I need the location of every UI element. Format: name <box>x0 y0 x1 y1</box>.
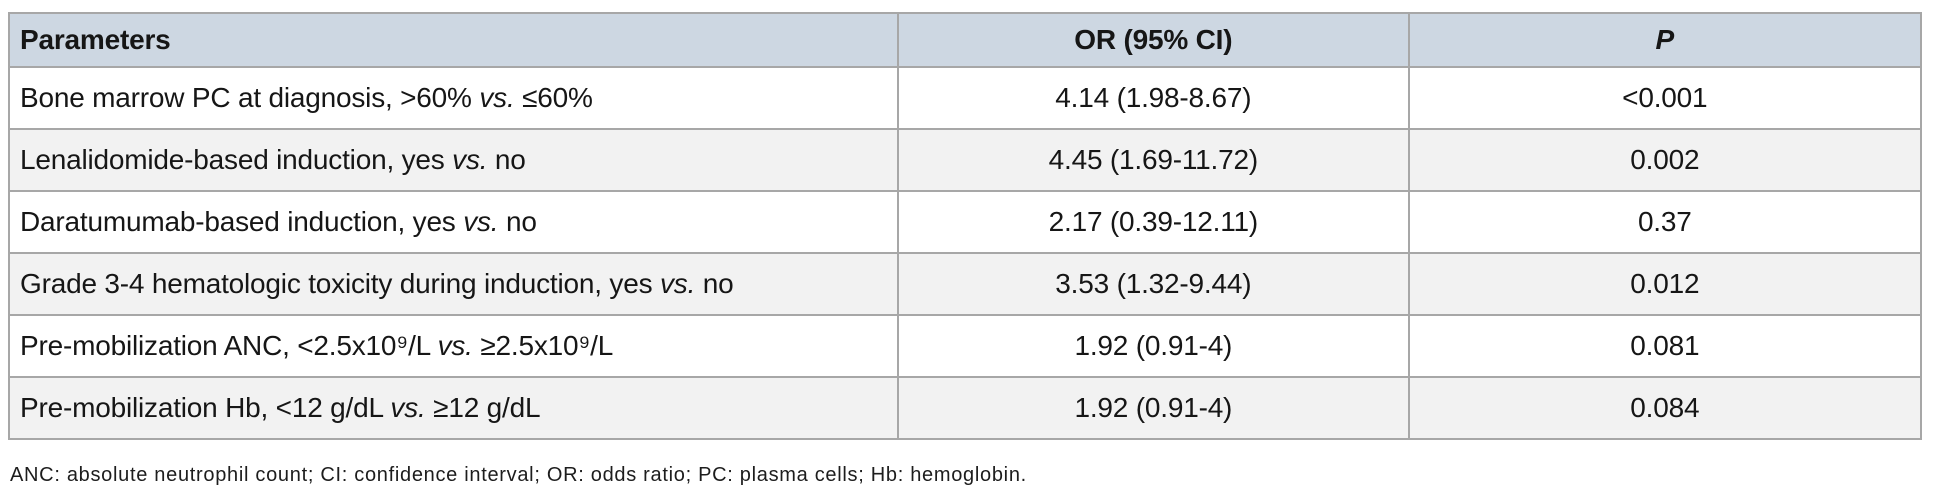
parameter-text: no <box>487 144 526 175</box>
p-value-cell: 0.37 <box>1407 190 1923 254</box>
parameter-text: ≤60% <box>514 82 593 113</box>
parameter-text: Lenalidomide-based induction, yes <box>20 144 453 175</box>
parameter-text: no <box>695 268 734 299</box>
column-header-parameters: Parameters <box>7 12 900 68</box>
table-row: Lenalidomide-based induction, yes vs. no… <box>7 128 1923 192</box>
vs-label: vs. <box>452 144 488 175</box>
p-value-cell: <0.001 <box>1407 66 1923 130</box>
p-value-cell: 0.084 <box>1407 376 1923 440</box>
or-ci-cell: 4.14 (1.98-8.67) <box>897 66 1410 130</box>
table-header: Parameters OR (95% CI) P <box>7 12 1923 68</box>
table-row: Bone marrow PC at diagnosis, >60% vs. ≤6… <box>7 66 1923 130</box>
parameter-text: ≥2.5x10⁹/L <box>472 330 614 361</box>
abbreviations-footnote: ANC: absolute neutrophil count; CI: conf… <box>10 464 1027 486</box>
parameter-cell: Lenalidomide-based induction, yes vs. no <box>7 128 900 192</box>
page: Parameters OR (95% CI) P Bone marrow PC … <box>7 12 1923 486</box>
parameter-text: Daratumumab-based induction, yes <box>20 206 464 237</box>
parameter-cell: Pre-mobilization ANC, <2.5x10⁹/L vs. ≥2.… <box>7 314 900 378</box>
vs-label: vs. <box>437 330 473 361</box>
header-row: Parameters OR (95% CI) P <box>7 12 1923 68</box>
or-ci-cell: 1.92 (0.91-4) <box>897 376 1410 440</box>
parameter-text: no <box>498 206 537 237</box>
or-ci-cell: 1.92 (0.91-4) <box>897 314 1410 378</box>
vs-label: vs. <box>659 268 696 299</box>
p-value-cell: 0.081 <box>1407 314 1923 378</box>
table-body: Bone marrow PC at diagnosis, >60% vs. ≤6… <box>7 66 1923 440</box>
p-value-cell: 0.002 <box>1407 128 1923 192</box>
or-ci-cell: 2.17 (0.39-12.11) <box>897 190 1410 254</box>
vs-label: vs. <box>479 82 515 113</box>
parameter-text: ≥12 g/dL <box>425 392 541 423</box>
or-ci-cell: 4.45 (1.69-11.72) <box>897 128 1410 192</box>
parameter-cell: Daratumumab-based induction, yes vs. no <box>7 190 900 254</box>
column-header-p: P <box>1407 12 1923 68</box>
table-row: Pre-mobilization ANC, <2.5x10⁹/L vs. ≥2.… <box>7 314 1923 378</box>
table-row: Daratumumab-based induction, yes vs. no … <box>7 190 1923 254</box>
parameter-text: Bone marrow PC at diagnosis, >60% <box>20 82 480 113</box>
table-row: Pre-mobilization Hb, <12 g/dL vs. ≥12 g/… <box>7 376 1923 440</box>
column-header-or-ci: OR (95% CI) <box>897 12 1410 68</box>
vs-label: vs. <box>390 392 426 423</box>
parameter-text: Pre-mobilization Hb, <12 g/dL <box>20 392 391 423</box>
parameter-cell: Grade 3-4 hematologic toxicity during in… <box>7 252 900 316</box>
multivariate-results-table: Parameters OR (95% CI) P Bone marrow PC … <box>7 12 1923 440</box>
p-value-cell: 0.012 <box>1407 252 1923 316</box>
parameter-cell: Bone marrow PC at diagnosis, >60% vs. ≤6… <box>7 66 900 130</box>
parameter-cell: Pre-mobilization Hb, <12 g/dL vs. ≥12 g/… <box>7 376 900 440</box>
table-row: Grade 3-4 hematologic toxicity during in… <box>7 252 1923 316</box>
parameter-text: Grade 3-4 hematologic toxicity during in… <box>20 268 660 299</box>
vs-label: vs. <box>463 206 499 237</box>
or-ci-cell: 3.53 (1.32-9.44) <box>897 252 1410 316</box>
parameter-text: Pre-mobilization ANC, <2.5x10⁹/L <box>20 330 438 361</box>
